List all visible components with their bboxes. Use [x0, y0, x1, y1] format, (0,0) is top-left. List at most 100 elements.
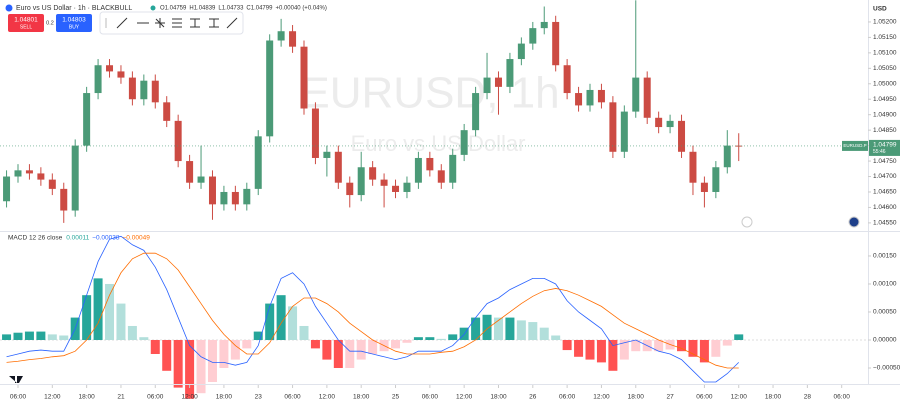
candle-body — [483, 77, 491, 94]
x-tick-label: 12:00 — [593, 394, 610, 401]
histogram-bar — [127, 325, 137, 340]
range-tool[interactable] — [190, 18, 200, 28]
histogram-bar — [139, 337, 149, 340]
candle-body — [392, 185, 400, 192]
macd-line — [6, 235, 740, 383]
histogram-bar — [288, 306, 298, 340]
fib-tool[interactable] — [172, 18, 182, 28]
candle-body — [369, 167, 377, 180]
histogram-bar — [699, 339, 709, 363]
symbol-icon[interactable] — [5, 4, 13, 12]
candle-body — [243, 188, 251, 205]
cross-tool[interactable] — [155, 18, 165, 28]
histogram-bar — [539, 327, 549, 340]
measure-tool[interactable] — [209, 18, 219, 28]
candle-body — [723, 145, 731, 168]
x-tick-label: 06:00 — [559, 394, 576, 401]
x-tick-label: 12:00 — [319, 394, 336, 401]
y-tick-label: 1.04850 — [873, 127, 897, 134]
x-tick-label: 06:00 — [422, 394, 439, 401]
y-tick-label: 1.04600 — [873, 204, 897, 211]
candle-body — [540, 21, 548, 29]
toolbar-box — [99, 11, 244, 35]
histogram-bar — [493, 317, 503, 340]
sell-price[interactable]: 1.04801 — [14, 17, 38, 24]
histogram-bar — [185, 339, 195, 399]
y-tick-label: 1.04750 — [873, 158, 897, 165]
histogram-bar — [402, 339, 412, 343]
events-icon[interactable] — [741, 216, 753, 228]
candle-body — [563, 65, 571, 94]
candle-body — [83, 93, 91, 146]
y-tick-label: 1.05050 — [873, 65, 897, 72]
market-status — [150, 5, 156, 11]
candle-body — [71, 145, 79, 211]
candle-body — [517, 43, 525, 60]
y-tick-label: 1.04700 — [873, 173, 897, 180]
sell-label[interactable]: SELL — [20, 24, 32, 30]
x-tick-label: 18:00 — [216, 394, 233, 401]
candle-body — [346, 182, 354, 196]
ray-tool[interactable] — [226, 17, 238, 29]
candle-body — [289, 31, 297, 47]
histogram-bar — [2, 334, 12, 340]
histogram-bar — [82, 295, 92, 340]
histogram-bar — [722, 339, 732, 346]
histogram-bar — [299, 325, 309, 340]
indicator-title: MACD 12 26 close — [8, 235, 63, 242]
candle-body — [689, 151, 697, 183]
trend-line-tool[interactable] — [116, 17, 128, 29]
histogram-bar — [333, 339, 343, 368]
histogram-bar — [528, 322, 538, 340]
symbol-title[interactable]: Euro vs US Dollar · 1h · BLACKBULL — [16, 5, 132, 12]
candle-body — [380, 179, 388, 186]
buy-price[interactable]: 1.04803 — [62, 17, 86, 24]
candle-body — [620, 111, 628, 152]
histogram-bar — [219, 339, 229, 368]
candle-body — [117, 71, 125, 78]
candle-body — [128, 77, 136, 100]
y-tick-label: 0.00150 — [873, 253, 897, 260]
symbol-label: EURUSD.P — [843, 143, 866, 148]
candle-body — [655, 117, 663, 128]
histogram-bar — [207, 339, 217, 382]
candle-body — [472, 93, 480, 131]
candle-body — [37, 173, 45, 180]
histogram-bar — [242, 339, 252, 349]
x-tick-label: 06:00 — [834, 394, 851, 401]
candle-body — [231, 191, 239, 205]
x-tick-label: 26 — [529, 394, 537, 401]
candle-body — [437, 170, 445, 183]
buy-label[interactable]: BUY — [69, 24, 80, 30]
candle-body — [506, 59, 514, 87]
candle-body — [186, 161, 194, 183]
y-tick-label: 1.05200 — [873, 19, 897, 26]
sell-button[interactable] — [8, 14, 44, 32]
histogram-bar — [631, 339, 641, 352]
drawing-toolbar — [99, 11, 244, 35]
histogram-bar — [265, 303, 275, 340]
candle-body — [586, 89, 594, 106]
price-label-box — [869, 139, 900, 156]
economic-icon[interactable] — [848, 216, 860, 228]
histogram-bar — [368, 339, 378, 354]
histogram-bar — [105, 283, 115, 340]
buy-button[interactable] — [56, 14, 92, 32]
y-tick-label: 0.00100 — [873, 281, 897, 288]
currency: USD — [873, 6, 887, 13]
candle-body — [357, 167, 365, 196]
spread: 0.2 — [46, 20, 54, 26]
candle-body — [449, 154, 457, 183]
candle-body — [575, 93, 583, 106]
histogram-bar — [345, 339, 355, 368]
y-tick-label: 1.05150 — [873, 34, 897, 41]
x-tick-label: 27 — [666, 394, 674, 401]
candle-body — [460, 130, 468, 155]
histogram-bar — [24, 331, 34, 340]
indicator-value: −0.00038 — [92, 235, 120, 242]
histogram-bar — [59, 335, 69, 340]
candle-body — [494, 77, 502, 87]
x-tick-label: 21 — [117, 394, 125, 401]
histogram-bar — [619, 339, 629, 360]
